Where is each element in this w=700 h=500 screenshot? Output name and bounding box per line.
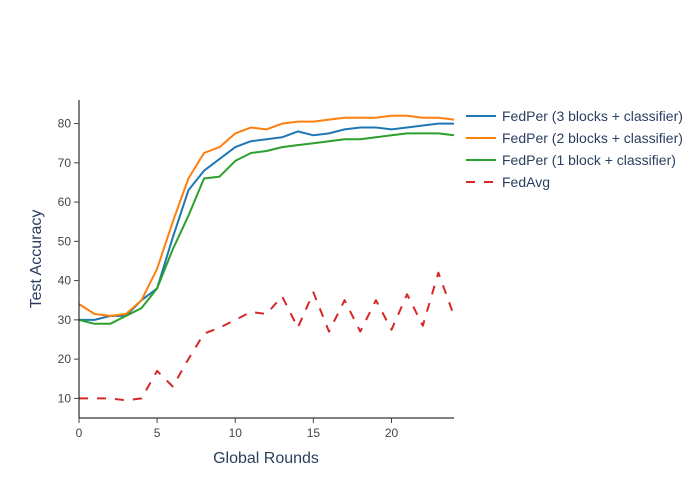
series-line	[78, 132, 455, 325]
x-tick-label: 10	[229, 426, 243, 440]
plot-area	[78, 114, 455, 402]
y-tick-label: 10	[58, 391, 72, 405]
x-tick-label: 20	[385, 426, 399, 440]
y-tick-label: 60	[58, 195, 72, 209]
x-tick-label: 15	[307, 426, 321, 440]
y-tick-label: 70	[58, 156, 72, 170]
y-axis-title: Test Accuracy	[28, 210, 45, 309]
legend: FedPer (3 blocks + classifier) FedPer (2 …	[466, 108, 683, 190]
y-tick-label: 50	[58, 234, 72, 248]
x-tick-label: 0	[76, 426, 83, 440]
x-axis: 0 5 10 15 20	[76, 418, 399, 440]
x-axis-title: Global Rounds	[213, 450, 319, 467]
y-axis: 10 20 30 40 50 60 70 80	[58, 117, 79, 405]
series-line	[78, 114, 455, 317]
legend-label: FedPer (3 blocks + classifier)	[502, 108, 683, 124]
y-tick-label: 30	[58, 313, 72, 327]
y-tick-label: 40	[58, 274, 72, 288]
x-tick-label: 5	[154, 426, 161, 440]
legend-label: FedAvg	[502, 174, 550, 190]
y-tick-label: 80	[58, 117, 72, 131]
series-line	[79, 122, 454, 321]
legend-label: FedPer (1 block + classifier)	[502, 152, 676, 168]
legend-label: FedPer (2 blocks + classifier)	[502, 130, 683, 146]
y-tick-label: 20	[58, 352, 72, 366]
series-line	[79, 271, 455, 402]
